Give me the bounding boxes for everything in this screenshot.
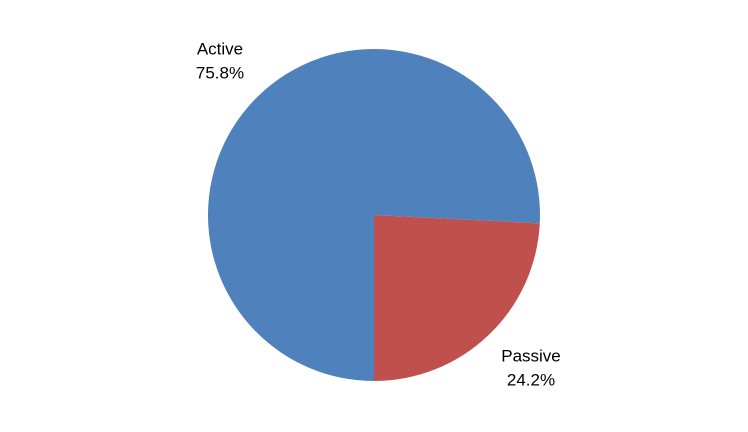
pie-slice — [374, 215, 540, 381]
slice-value-label: 24.2% — [507, 370, 555, 389]
slice-value-label: 75.8% — [196, 63, 244, 82]
slice-category-label: Passive — [501, 346, 561, 365]
slice-category-label: Active — [197, 39, 243, 58]
pie-slice — [207, 48, 540, 381]
